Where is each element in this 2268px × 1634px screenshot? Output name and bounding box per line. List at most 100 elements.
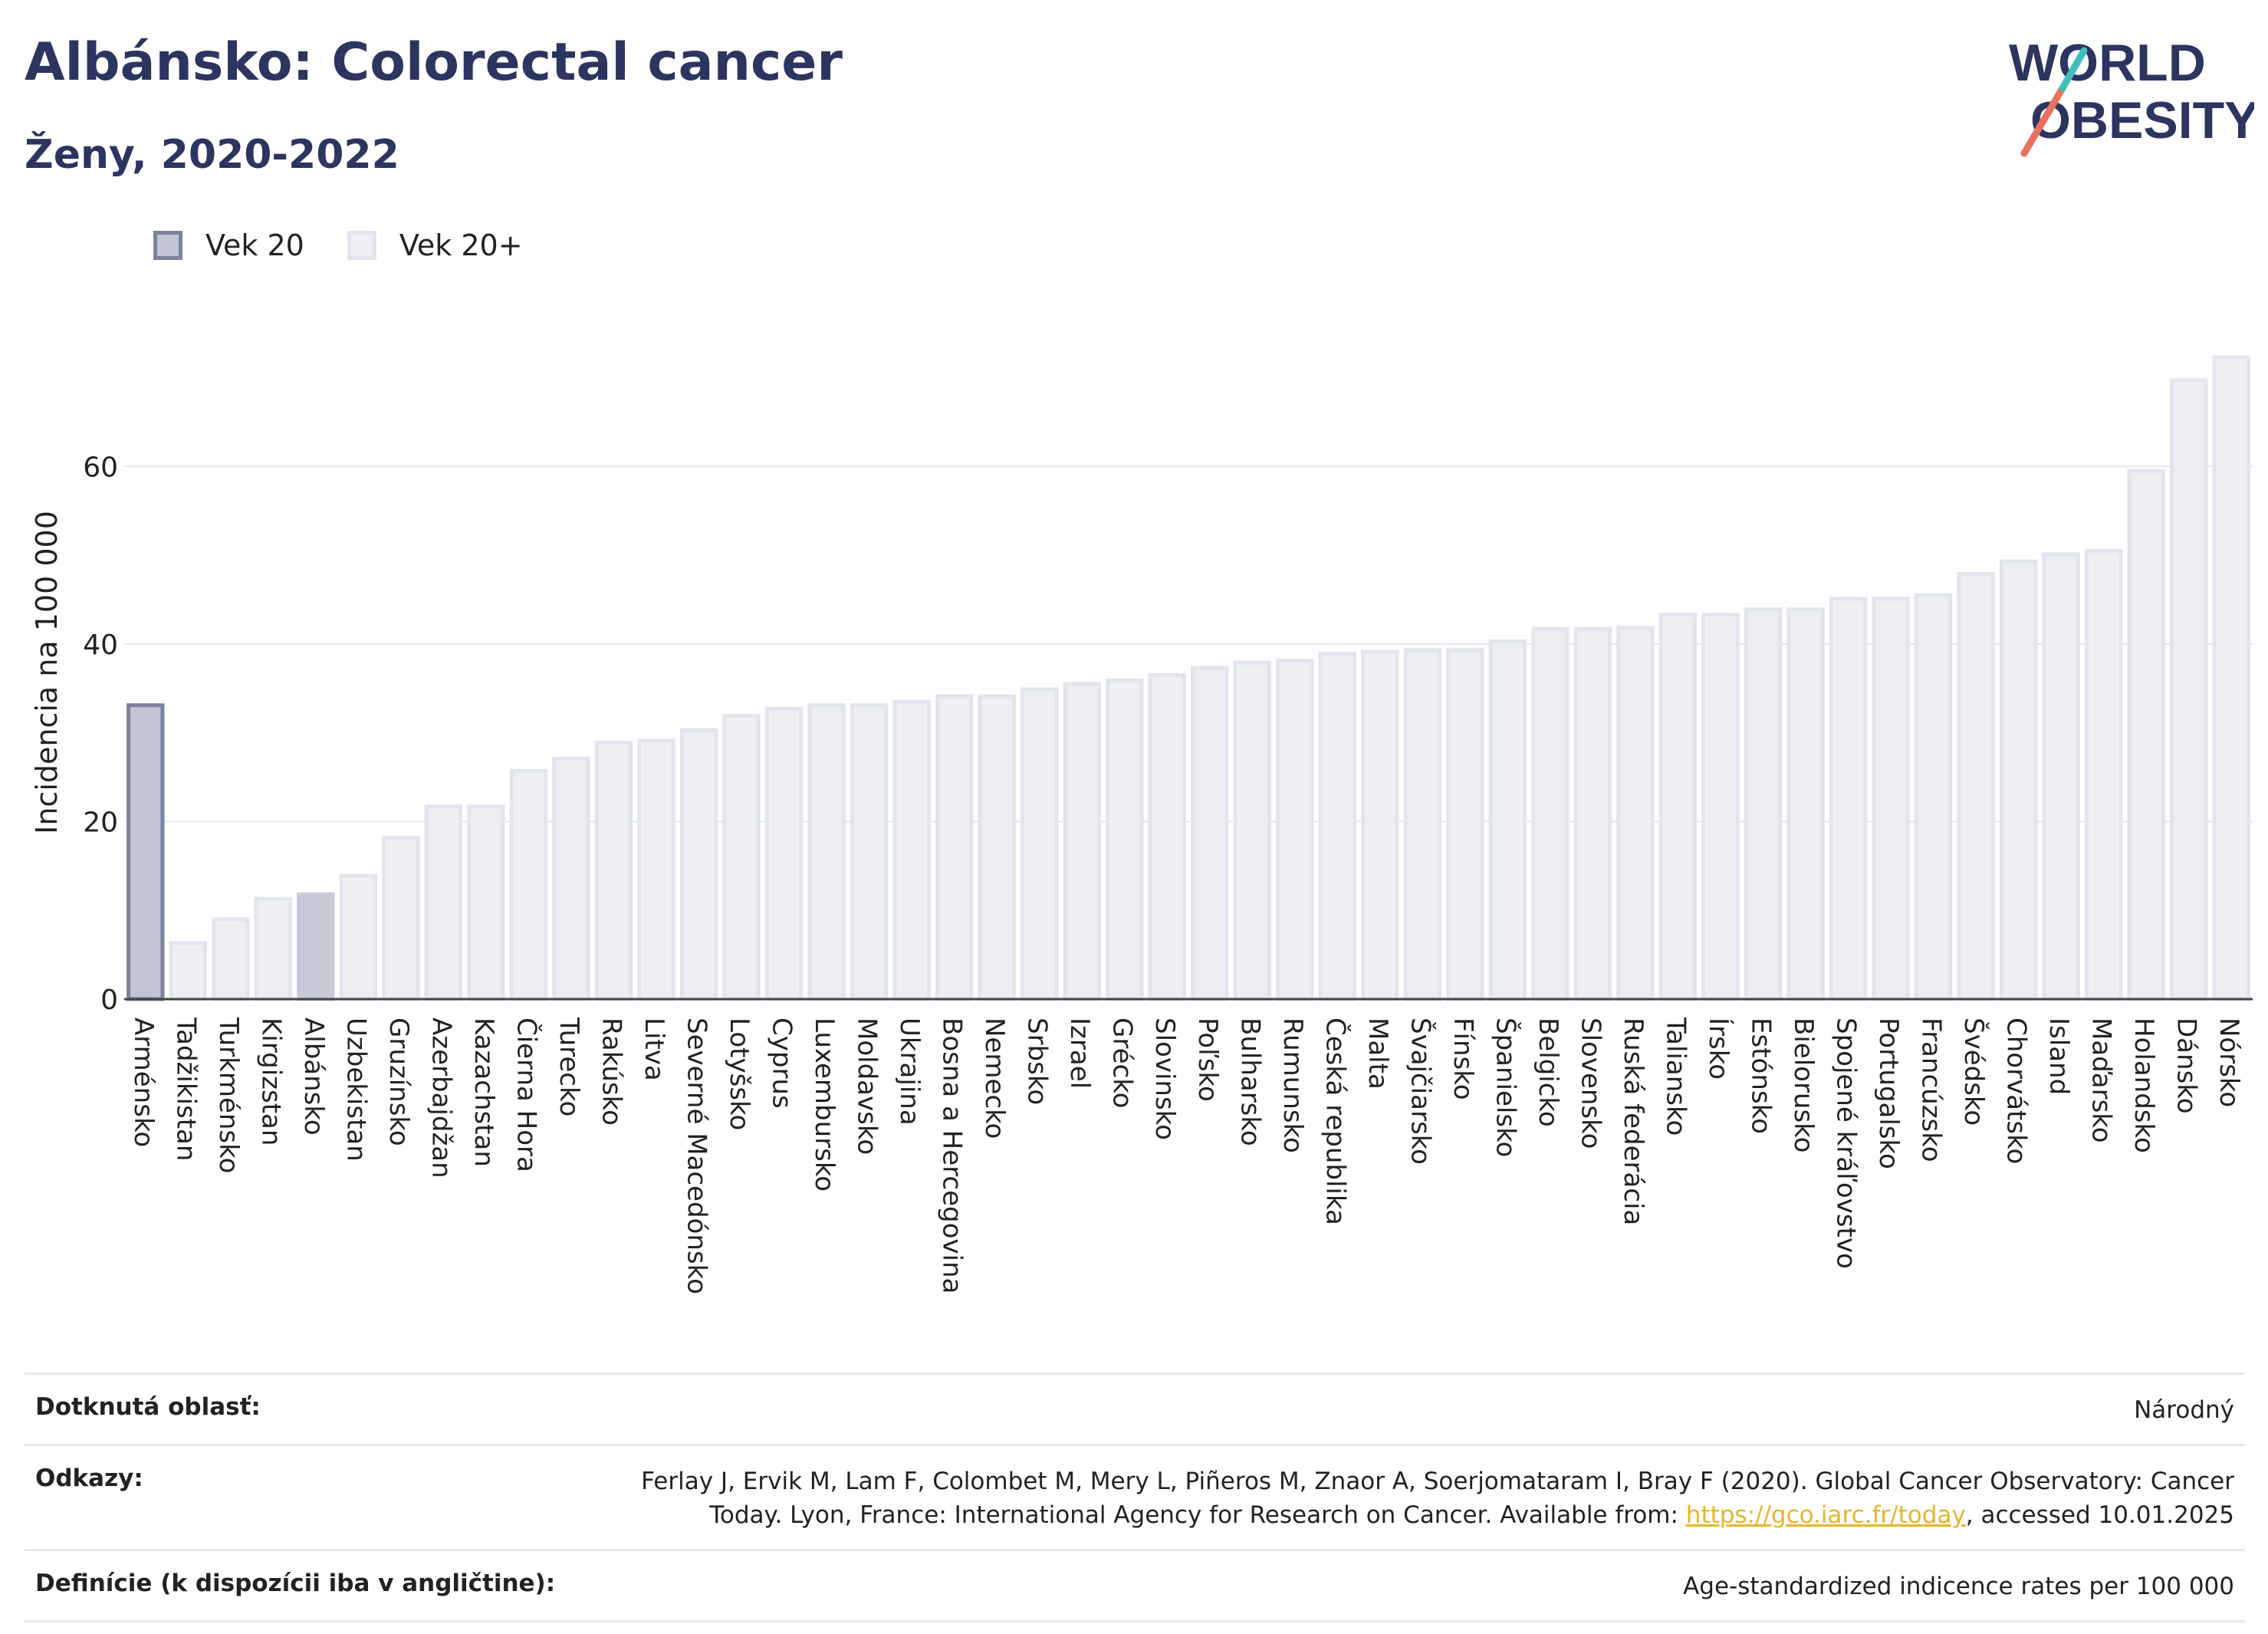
bar[interactable] (1446, 648, 1484, 1001)
bar[interactable] (382, 835, 420, 1001)
area-value: Národný (2134, 1396, 2234, 1424)
x-tick-label: Maďarsko (2086, 1018, 2117, 1143)
x-tick-label: Albánsko (298, 1018, 329, 1136)
x-tick-label: Bielorusko (1788, 1018, 1819, 1152)
x-tick-label: Estónsko (1746, 1018, 1777, 1134)
bar[interactable] (1276, 659, 1314, 1001)
legend-label-age20plus: Vek 20+ (399, 228, 523, 262)
x-tick-label: Luxembursko (809, 1018, 840, 1192)
x-tick-label: Turkménsko (213, 1017, 244, 1173)
bar[interactable] (2084, 548, 2123, 1001)
bar[interactable] (2212, 355, 2250, 1001)
x-tick-label: Kazachstan (468, 1018, 499, 1167)
x-tick-label: Slovinsko (1149, 1018, 1180, 1140)
bar[interactable] (978, 694, 1016, 1001)
bar[interactable] (594, 740, 633, 1001)
bar[interactable] (1786, 607, 1825, 1001)
bar[interactable] (679, 728, 718, 1001)
legend-item-age20plus[interactable]: Vek 20+ (347, 228, 523, 262)
x-tick-label: Taliansko (1660, 1017, 1691, 1136)
bar[interactable] (807, 703, 846, 1001)
bar[interactable] (892, 699, 931, 1001)
bar[interactable] (424, 804, 463, 1001)
x-tick-label: Bulharsko (1234, 1018, 1265, 1146)
bar[interactable] (1020, 687, 1059, 1001)
x-tick-label: Dánsko (2171, 1018, 2202, 1114)
x-tick-label: Bosna a Hercegovina (937, 1018, 968, 1294)
bar[interactable] (509, 768, 548, 1001)
bar[interactable] (764, 706, 804, 1001)
bar[interactable] (212, 917, 250, 1001)
bar[interactable] (552, 756, 590, 1001)
bar[interactable] (467, 804, 505, 1001)
legend: Vek 20 Vek 20+ (153, 228, 566, 262)
x-tick-label: Srbsko (1022, 1018, 1053, 1105)
x-tick-label: Ruská federácia (1618, 1018, 1648, 1225)
chart-subtitle: Ženy, 2020-2022 (25, 132, 399, 178)
bar[interactable] (1744, 607, 1783, 1001)
x-tick-label: Nórsko (2214, 1018, 2244, 1107)
bar[interactable] (127, 703, 165, 1001)
x-tick-label: Belgicko (1533, 1018, 1563, 1127)
y-tick-label: 20 (83, 807, 118, 838)
footer-row-refs: Odkazy: Ferlay J, Ervik M, Lam F, Colomb… (25, 1444, 2245, 1549)
bar[interactable] (1914, 593, 1953, 1001)
x-tick-label: Čierna Hora (511, 1018, 542, 1172)
x-tick-label: Tadžikistan (170, 1017, 201, 1161)
bar[interactable] (1233, 660, 1271, 1001)
bar[interactable] (935, 694, 974, 1001)
bar-chart: 0 20 40 60 Arménsko Tadžikistan Turkménsko Kir… (30, 355, 2253, 1294)
bar[interactable] (1488, 639, 1527, 1001)
bar[interactable] (1148, 672, 1186, 1001)
bar[interactable] (850, 703, 889, 1001)
bar[interactable] (254, 896, 293, 1001)
bar[interactable] (1063, 682, 1101, 1001)
bar[interactable] (1616, 626, 1655, 1001)
svg-text:OBESITY: OBESITY (2030, 91, 2254, 150)
bar[interactable] (1829, 597, 1868, 1001)
x-tick-label: Švédsko (1958, 1018, 1990, 1126)
world-obesity-logo: WORLD OBESITY (2009, 34, 2254, 157)
bar[interactable] (722, 714, 761, 1001)
refs-value: Ferlay J, Ervik M, Lam F, Colombet M, Me… (593, 1465, 2234, 1532)
bar[interactable] (1106, 678, 1144, 1001)
bar[interactable] (1531, 626, 1570, 1001)
refs-link[interactable]: https://gco.iarc.fr/today (1685, 1501, 1966, 1529)
bar[interactable] (1573, 626, 1612, 1001)
bar[interactable] (637, 738, 675, 1001)
bar[interactable] (1658, 613, 1698, 1001)
bar[interactable] (1361, 649, 1399, 1001)
chart-title: Albánsko: Colorectal cancer (25, 32, 843, 93)
x-tick-label: Moldavsko (852, 1018, 883, 1155)
x-tick-label: Slovensko (1575, 1018, 1606, 1149)
bar[interactable] (1403, 648, 1442, 1001)
bar[interactable] (2127, 469, 2165, 1001)
legend-item-age20[interactable]: Vek 20 (153, 228, 304, 262)
x-tick-label: Uzbekistan (340, 1018, 371, 1162)
x-tick-label: Cyprus (767, 1018, 797, 1109)
y-tick-label: 60 (83, 452, 118, 483)
bar[interactable] (2042, 552, 2080, 1001)
y-tick-label: 0 (100, 985, 118, 1016)
x-tick-label: Poľsko (1192, 1018, 1223, 1102)
bar[interactable] (1872, 597, 1910, 1001)
bar[interactable] (297, 892, 335, 1001)
bar[interactable] (1191, 666, 1229, 1001)
bar[interactable] (1318, 652, 1357, 1001)
bar[interactable] (1701, 613, 1740, 1001)
x-tick-label: Francúzsko (1916, 1018, 1947, 1162)
x-tick-label: Chorvátsko (2001, 1018, 2032, 1164)
x-tick-label: Fínsko (1448, 1018, 1478, 1100)
bar[interactable] (1957, 571, 1995, 1001)
x-tick-label: Ukrajina (894, 1018, 925, 1126)
x-tick-label: Holandsko (2128, 1018, 2159, 1153)
bar[interactable] (2170, 378, 2208, 1001)
definitions-value: Age-standardized indicence rates per 100… (1683, 1573, 2234, 1600)
x-tick-label: Malta (1362, 1018, 1393, 1090)
bar[interactable] (339, 873, 378, 1001)
bar[interactable] (169, 941, 207, 1001)
bar[interactable] (1999, 559, 2038, 1001)
x-tick-label: Rakúsko (596, 1018, 626, 1126)
refs-text: Ferlay J, Ervik M, Lam F, Colombet M, Me… (641, 1468, 2234, 1529)
refs-accessed: , accessed 10.01.2025 (1965, 1501, 2234, 1529)
